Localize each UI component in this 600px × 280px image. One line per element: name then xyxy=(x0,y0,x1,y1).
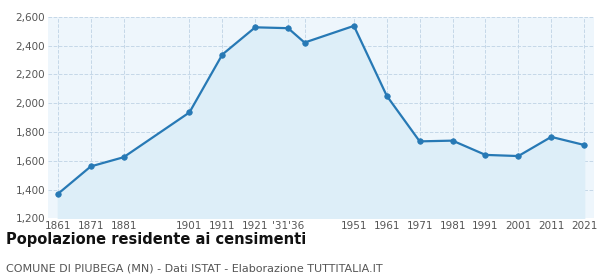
Text: Popolazione residente ai censimenti: Popolazione residente ai censimenti xyxy=(6,232,306,248)
Text: COMUNE DI PIUBEGA (MN) - Dati ISTAT - Elaborazione TUTTITALIA.IT: COMUNE DI PIUBEGA (MN) - Dati ISTAT - El… xyxy=(6,263,383,273)
